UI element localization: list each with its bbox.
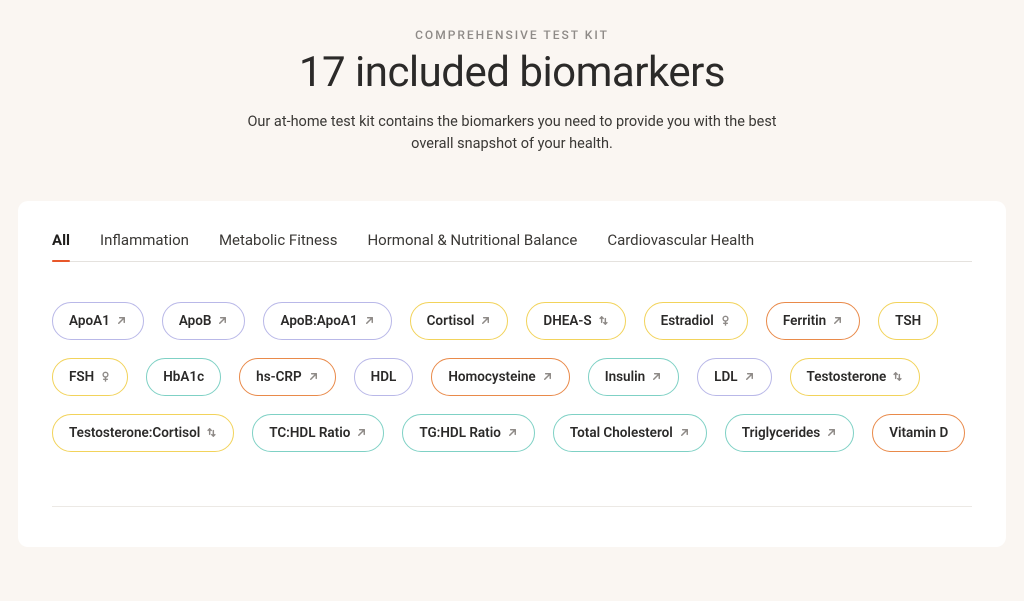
page: COMPREHENSIVE TEST KIT 17 included bioma… [0,0,1024,547]
biomarker-label: DHEA-S [543,313,591,329]
arrow-up-right-icon [480,315,491,326]
biomarker-label: TC:HDL Ratio [269,425,350,441]
biomarker-label: Homocysteine [448,369,535,385]
biomarker-chip-vitamin-d[interactable]: Vitamin D [872,414,965,452]
biomarker-chip-dhea-s[interactable]: DHEA-S [526,302,625,340]
biomarker-chip-tg-hdl-ratio[interactable]: TG:HDL Ratio [402,414,535,452]
sort-arrows-icon [598,315,609,326]
arrow-up-right-icon [679,427,690,438]
tab-cardiovascular-health[interactable]: Cardiovascular Health [607,231,754,261]
arrow-up-right-icon [308,371,319,382]
biomarker-chip-cortisol[interactable]: Cortisol [410,302,509,340]
eyebrow-text: COMPREHENSIVE TEST KIT [20,28,1004,42]
tab-inflammation[interactable]: Inflammation [100,231,189,261]
arrow-up-right-icon [744,371,755,382]
biomarker-chip-homocysteine[interactable]: Homocysteine [431,358,569,396]
biomarker-label: HbA1c [163,369,204,385]
biomarker-chip-testosterone[interactable]: Testosterone [790,358,921,396]
biomarker-chip-estradiol[interactable]: Estradiol [644,302,748,340]
biomarker-label: Testosterone:Cortisol [69,425,200,441]
biomarker-chip-fsh[interactable]: FSH [52,358,128,396]
biomarker-chip-apob[interactable]: ApoB [162,302,246,340]
biomarker-label: FSH [69,369,94,385]
tab-hormonal-nutritional-balance[interactable]: Hormonal & Nutritional Balance [367,231,577,261]
biomarker-chip-list: ApoA1 ApoB ApoB:ApoA1 Cortisol DHEA-S Estradi… [52,302,972,452]
tab-all[interactable]: All [52,231,70,261]
arrow-up-right-icon [832,315,843,326]
biomarker-label: TSH [895,313,921,329]
arrow-up-right-icon [217,315,228,326]
page-title: 17 included biomarkers [20,48,1004,97]
biomarker-label: Cortisol [427,313,475,329]
arrow-up-right-icon [542,371,553,382]
biomarker-label: Testosterone [807,369,887,385]
arrow-up-right-icon [364,315,375,326]
biomarker-label: ApoB:ApoA1 [280,313,357,329]
biomarker-label: Vitamin D [889,425,948,441]
biomarker-card: All Inflammation Metabolic Fitness Hormonal… [18,201,1006,547]
biomarker-label: Ferritin [783,313,826,329]
arrow-up-right-icon [826,427,837,438]
biomarker-label: Estradiol [661,313,714,329]
arrow-up-right-icon [651,371,662,382]
biomarker-chip-ldl[interactable]: LDL [697,358,771,396]
sort-arrows-icon [206,427,217,438]
biomarker-label: ApoB [179,313,212,329]
biomarker-chip-apoa1[interactable]: ApoA1 [52,302,144,340]
female-symbol-icon [720,315,731,326]
biomarker-label: ApoA1 [69,313,110,329]
biomarker-chip-hs-crp[interactable]: hs-CRP [239,358,336,396]
biomarker-chip-hba1c[interactable]: HbA1c [146,358,221,396]
biomarker-chip-ferritin[interactable]: Ferritin [766,302,860,340]
tab-metabolic-fitness[interactable]: Metabolic Fitness [219,231,338,261]
arrow-up-right-icon [507,427,518,438]
female-symbol-icon [100,371,111,382]
subheading: Our at-home test kit contains the biomar… [232,111,792,155]
section-divider [52,506,972,507]
biomarker-label: Total Cholesterol [570,425,673,441]
hero-section: COMPREHENSIVE TEST KIT 17 included bioma… [0,0,1024,177]
biomarker-label: LDL [714,369,737,385]
biomarker-label: HDL [371,369,397,385]
biomarker-label: TG:HDL Ratio [419,425,501,441]
biomarker-label: Insulin [605,369,645,385]
biomarker-chip-apob-apoa1[interactable]: ApoB:ApoA1 [263,302,391,340]
biomarker-chip-testosterone-cortisol[interactable]: Testosterone:Cortisol [52,414,234,452]
biomarker-chip-tc-hdl-ratio[interactable]: TC:HDL Ratio [252,414,384,452]
biomarker-chip-insulin[interactable]: Insulin [588,358,679,396]
biomarker-chip-triglycerides[interactable]: Triglycerides [725,414,854,452]
biomarker-label: Triglycerides [742,425,820,441]
sort-arrows-icon [892,371,903,382]
biomarker-label: hs-CRP [256,369,302,385]
biomarker-chip-total-cholesterol[interactable]: Total Cholesterol [553,414,707,452]
category-tabs: All Inflammation Metabolic Fitness Hormonal… [52,231,972,262]
arrow-up-right-icon [356,427,367,438]
biomarker-chip-tsh[interactable]: TSH [878,302,938,340]
biomarker-chip-hdl[interactable]: HDL [354,358,414,396]
arrow-up-right-icon [116,315,127,326]
